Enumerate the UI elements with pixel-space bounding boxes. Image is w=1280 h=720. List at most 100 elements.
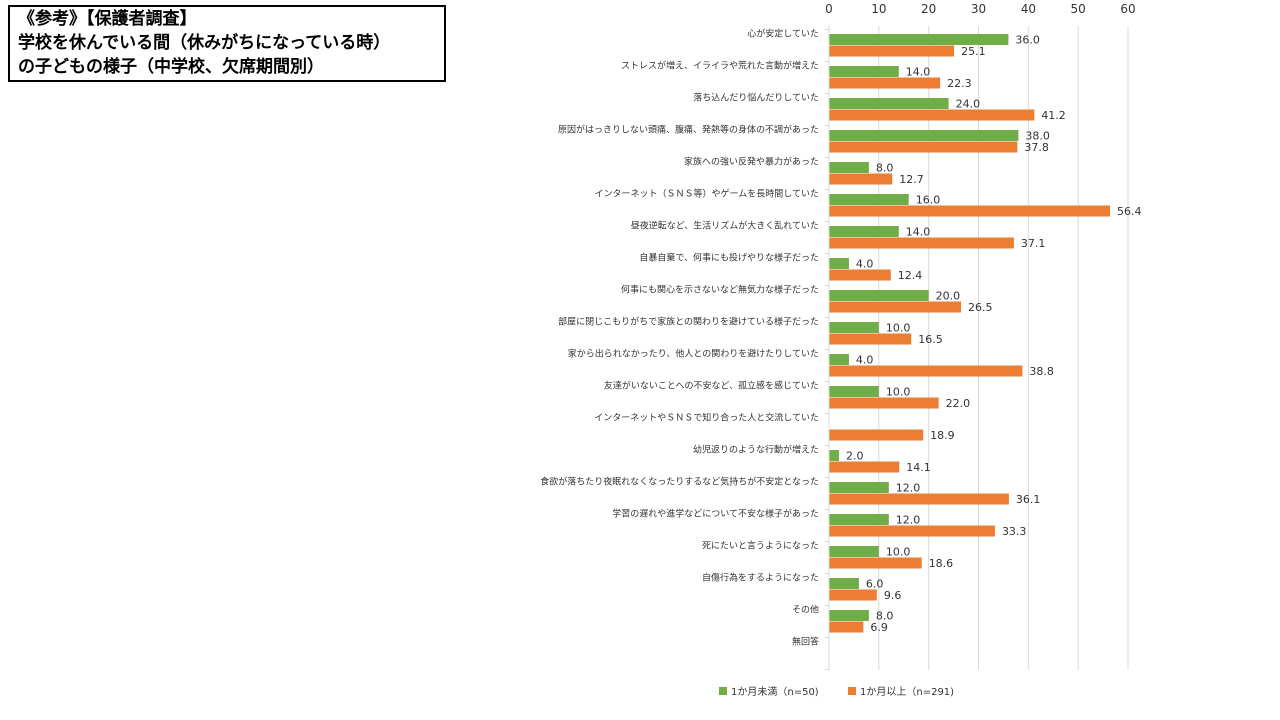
legend-label-over-1-month: 1か月以上（n=291)	[860, 686, 954, 698]
category-label: 心が安定していた	[747, 28, 819, 40]
category-label: 友達がいないことへの不安など、孤立感を感じていた	[604, 380, 819, 392]
x-tick-label: 60	[1120, 2, 1135, 16]
title-line-2: 学校を休んでいる間（休みがちになっている時）	[18, 33, 391, 53]
category-label: 何事にも関心を示さないなど無気力な様子だった	[621, 284, 819, 296]
category-label: 死にたいと言うようになった	[702, 540, 819, 552]
category-label: 原因がはっきりしない頭痛、腹痛、発熱等の身体の不調があった	[558, 124, 819, 136]
bar-under-1-month	[829, 226, 899, 237]
data-label: 10.0	[886, 546, 911, 559]
data-label: 9.6	[884, 589, 902, 602]
bar-under-1-month	[829, 34, 1009, 45]
x-tick-label: 0	[825, 2, 833, 16]
category-label: インターネットやＳＮＳで知り合った人と交流していた	[594, 412, 819, 424]
bar-under-1-month	[829, 450, 839, 461]
x-tick-label: 40	[1021, 2, 1036, 16]
bar-over-1-month	[829, 77, 941, 89]
bar-over-1-month	[829, 589, 877, 601]
legend-swatch-under-1-month	[719, 687, 727, 695]
x-tick-label: 50	[1071, 2, 1086, 16]
bar-under-1-month	[829, 66, 899, 77]
bar-under-1-month	[829, 546, 879, 557]
data-label: 33.3	[1002, 525, 1027, 538]
legend-label-under-1-month: 1か月未満（n=50)	[731, 686, 819, 698]
category-label: ストレスが増え、イライラや荒れた言動が増えた	[621, 60, 819, 72]
data-label: 14.0	[906, 66, 931, 79]
bar-over-1-month	[829, 45, 955, 57]
category-label: 自暴自棄で、何事にも投げやりな様子だった	[639, 252, 819, 264]
x-tick-label: 30	[971, 2, 986, 16]
bar-under-1-month	[829, 162, 869, 173]
data-label: 8.0	[876, 162, 894, 175]
data-label: 6.0	[866, 578, 884, 591]
bar-under-1-month	[829, 322, 879, 333]
data-label: 38.8	[1029, 365, 1054, 378]
data-label: 12.0	[896, 482, 921, 495]
category-label: 無回答	[792, 636, 819, 648]
bar-over-1-month	[829, 333, 912, 345]
title-line-3: の子どもの様子（中学校、欠席期間別）	[18, 57, 324, 77]
data-label: 25.1	[961, 45, 986, 58]
bar-under-1-month	[829, 130, 1019, 141]
data-label: 36.0	[1015, 34, 1040, 47]
data-label: 12.0	[896, 514, 921, 527]
bar-over-1-month	[829, 237, 1014, 249]
data-label: 8.0	[876, 610, 894, 623]
bar-under-1-month	[829, 354, 849, 365]
bar-under-1-month	[829, 610, 869, 621]
category-label: インターネット（ＳＮＳ等）やゲームを長時間していた	[595, 188, 819, 200]
bar-under-1-month	[829, 290, 929, 301]
category-label: 昼夜逆転など、生活リズムが大きく乱れていた	[631, 220, 819, 232]
bar-over-1-month	[829, 173, 893, 185]
bar-over-1-month	[829, 525, 995, 537]
category-label: その他	[792, 604, 819, 616]
data-label: 56.4	[1117, 205, 1142, 218]
data-label: 10.0	[886, 386, 911, 399]
category-label: 落ち込んだり悩んだりしていた	[693, 92, 819, 104]
data-label: 20.0	[936, 290, 961, 303]
data-label: 24.0	[956, 98, 981, 111]
bar-under-1-month	[829, 98, 949, 109]
bar-over-1-month	[829, 557, 922, 569]
category-label: 家族への強い反発や暴力があった	[684, 156, 819, 168]
bar-over-1-month	[829, 397, 939, 409]
bar-over-1-month	[829, 141, 1018, 153]
x-tick-label: 20	[921, 2, 936, 16]
data-label: 37.8	[1024, 141, 1049, 154]
bar-under-1-month	[829, 482, 889, 493]
title-line-1: 《参考》【保護者調査】	[18, 9, 197, 29]
data-label: 4.0	[856, 258, 874, 271]
bar-under-1-month	[829, 258, 849, 269]
bar-over-1-month	[829, 269, 891, 281]
data-label: 16.0	[916, 194, 941, 207]
data-label: 22.0	[946, 397, 971, 410]
bar-under-1-month	[829, 514, 889, 525]
data-label: 18.9	[930, 429, 955, 442]
data-label: 14.0	[906, 226, 931, 239]
data-label: 4.0	[856, 354, 874, 367]
category-label: 自傷行為をするようになった	[702, 572, 819, 584]
bar-under-1-month	[829, 386, 879, 397]
bar-over-1-month	[829, 365, 1023, 377]
category-label: 部屋に閉じこもりがちで家族との関わりを避けている様子だった	[558, 316, 819, 328]
bar-under-1-month	[829, 194, 909, 205]
title-box: 《参考》【保護者調査】 学校を休んでいる間（休みがちになっている時） の子どもの…	[8, 5, 446, 82]
data-label: 26.5	[968, 301, 993, 314]
x-tick-label: 10	[871, 2, 886, 16]
data-label: 2.0	[846, 450, 864, 463]
bar-over-1-month	[829, 461, 900, 473]
bar-over-1-month	[829, 429, 924, 441]
data-label: 12.7	[899, 173, 924, 186]
category-label: 幼児返りのような行動が増えた	[693, 444, 819, 456]
data-label: 38.0	[1025, 130, 1050, 143]
bar-under-1-month	[829, 578, 859, 589]
category-label: 食欲が落ちたり夜眠れなくなったりするなど気持ちが不安定となった	[540, 476, 819, 488]
category-label: 家から出られなかったり、他人との関わりを避けたりしていた	[568, 348, 819, 360]
data-label: 12.4	[898, 269, 923, 282]
data-label: 14.1	[906, 461, 931, 474]
data-label: 16.5	[918, 333, 943, 346]
bar-over-1-month	[829, 301, 962, 313]
category-label: 学習の遅れや進学などについて不安な様子があった	[612, 508, 819, 520]
data-label: 37.1	[1021, 237, 1045, 250]
bar-over-1-month	[829, 109, 1035, 121]
